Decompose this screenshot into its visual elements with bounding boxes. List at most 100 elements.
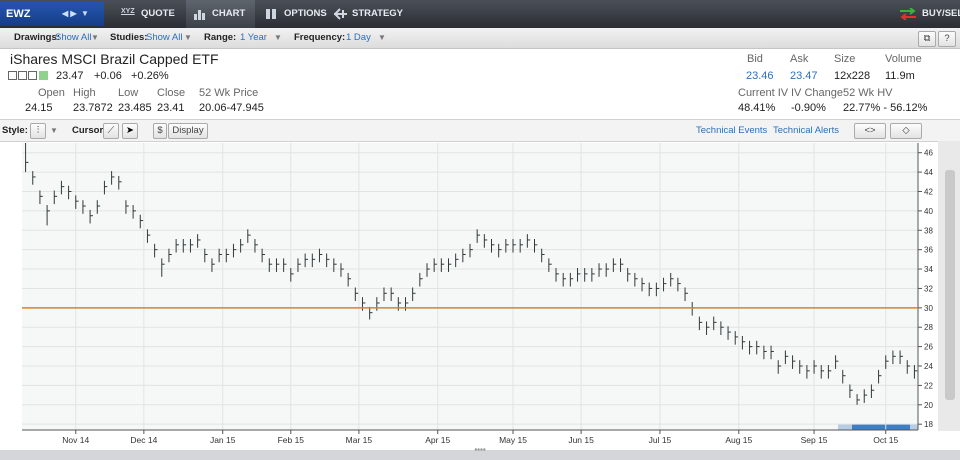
field-label: High	[73, 87, 96, 99]
y-tick-label: 46	[924, 149, 933, 158]
expand-button[interactable]: ◇	[890, 123, 922, 139]
y-tick-label: 18	[924, 420, 933, 429]
x-tick-label: Nov 14	[62, 435, 89, 445]
tab-strategy[interactable]: STRATEGY	[326, 0, 413, 28]
x-tick-label: Dec 14	[130, 435, 157, 445]
y-tick-label: 40	[924, 207, 933, 216]
icon	[334, 8, 347, 20]
setting-label: Studies:	[110, 32, 148, 43]
field-label: Ask	[790, 53, 809, 65]
field-label: Volume	[885, 53, 922, 65]
setting-label: Range:	[204, 32, 237, 43]
dropdown[interactable]: Show All	[55, 32, 92, 43]
field-label: Low	[118, 87, 139, 99]
y-tick-label: 20	[924, 401, 933, 410]
y-tick-label: 44	[924, 168, 933, 177]
field-value: 20.06-47.945	[199, 102, 264, 114]
x-tick-label: May 15	[499, 435, 527, 445]
style-label: Style:	[2, 125, 28, 136]
range-window[interactable]	[852, 424, 910, 430]
x-tick-label: Jun 15	[568, 435, 594, 445]
cursor-line[interactable]: ⟋	[103, 123, 119, 139]
field-label: 52 Wk Price	[199, 87, 259, 99]
x-tick-label: Mar 15	[346, 435, 373, 445]
x-tick-label: Oct 15	[873, 435, 898, 445]
help-button[interactable]: ?	[938, 31, 956, 47]
tab-label: OPTIONS	[284, 8, 327, 19]
nav-bar: EWZ ◀ ▶ ▼ XYZ QUOTE CHART OPTIONS STRATE…	[0, 0, 960, 28]
size: 12x228	[834, 70, 871, 82]
technical-alerts[interactable]: Technical Alerts	[773, 125, 840, 136]
x-tick-label: Jul 15	[649, 435, 672, 445]
tab-chart[interactable]: CHART	[186, 0, 256, 28]
buy-sell-icon	[900, 8, 916, 20]
cursor-pointer[interactable]: ➤	[122, 123, 138, 139]
setting-label: Frequency:	[294, 32, 346, 43]
field-label: Size	[834, 53, 856, 65]
field-label: Open	[38, 87, 65, 99]
y-tick-label: 34	[924, 265, 933, 274]
field-value: 48.41%	[738, 102, 776, 114]
icon-text: XYZ	[121, 8, 135, 15]
buy-sell[interactable]: BUY/SELL	[922, 8, 960, 19]
chart-settings-bar: Drawings: Show All ▼ Studies: Show All ▼ R…	[0, 28, 960, 49]
field-value: 22.77% - 56.12%	[843, 102, 928, 114]
field-label: Bid	[747, 53, 763, 65]
bid: 23.46	[746, 70, 774, 82]
dropdown[interactable]: Show All	[146, 32, 183, 43]
field-value: 23.485	[118, 102, 152, 114]
setting-label: Drawings:	[14, 32, 60, 43]
plot-area	[22, 143, 918, 430]
style-button[interactable]: ⫶	[30, 123, 46, 139]
ask: 23.47	[790, 70, 818, 82]
security-name: iShares MSCI Brazil Capped ETF	[10, 51, 219, 67]
cursor-label: Cursor:	[72, 125, 107, 136]
dropdown[interactable]: 1 Year	[240, 32, 267, 43]
field-label: IV Change	[791, 87, 843, 99]
price-change: +0.06	[94, 70, 122, 82]
x-tick-label: Feb 15	[278, 435, 305, 445]
chart-toolbar: Style: ⫶ ▼ Cursor: ⟋ ➤ $ Display Technica…	[0, 119, 960, 142]
tab-label: CHART	[212, 8, 246, 19]
resize-handle[interactable]: ▪▪▪▪	[474, 445, 486, 454]
field-value: 24.15	[25, 102, 53, 114]
y-tick-label: 30	[924, 304, 933, 313]
quote-icons	[8, 71, 48, 80]
tab-quote[interactable]: XYZ QUOTE	[115, 0, 185, 28]
tab-label: QUOTE	[141, 8, 175, 19]
field-label: Current IV	[738, 87, 789, 99]
field-value: 23.7872	[73, 102, 113, 114]
y-tick-label: 38	[924, 226, 933, 235]
layout-button[interactable]: ⧉	[918, 31, 936, 47]
symbol-box[interactable]: EWZ ◀ ▶ ▼	[0, 2, 104, 26]
icon	[266, 9, 276, 19]
display-button[interactable]: Display	[168, 123, 208, 139]
taskbar	[0, 450, 960, 460]
dollar-button[interactable]: $	[153, 123, 167, 139]
volume: 11.9m	[885, 70, 915, 82]
x-tick-label: Apr 15	[425, 435, 450, 445]
symbol: EWZ	[6, 8, 31, 20]
x-tick-label: Aug 15	[725, 435, 752, 445]
tab-label: STRATEGY	[352, 8, 404, 19]
price-change-pct: +0.26%	[131, 70, 169, 82]
dropdown[interactable]: 1 Day	[346, 32, 371, 43]
y-tick-label: 28	[924, 323, 933, 332]
y-tick-label: 32	[924, 284, 933, 293]
technical-events[interactable]: Technical Events	[696, 125, 768, 136]
y-tick-label: 26	[924, 343, 933, 352]
field-label: 52 Wk HV	[843, 87, 893, 99]
y-tick-label: 42	[924, 187, 933, 196]
zoom-button[interactable]: <>	[854, 123, 886, 139]
scrollbar-thumb[interactable]	[945, 170, 955, 400]
field-value: 23.41	[157, 102, 185, 114]
y-tick-label: 36	[924, 246, 933, 255]
icon	[194, 10, 205, 20]
tab-options[interactable]: OPTIONS	[258, 0, 337, 28]
y-tick-label: 24	[924, 362, 933, 371]
field-label: Close	[157, 87, 186, 99]
arrows[interactable]: ◀ ▶ ▼	[62, 9, 89, 18]
last-price: 23.47	[56, 70, 84, 82]
